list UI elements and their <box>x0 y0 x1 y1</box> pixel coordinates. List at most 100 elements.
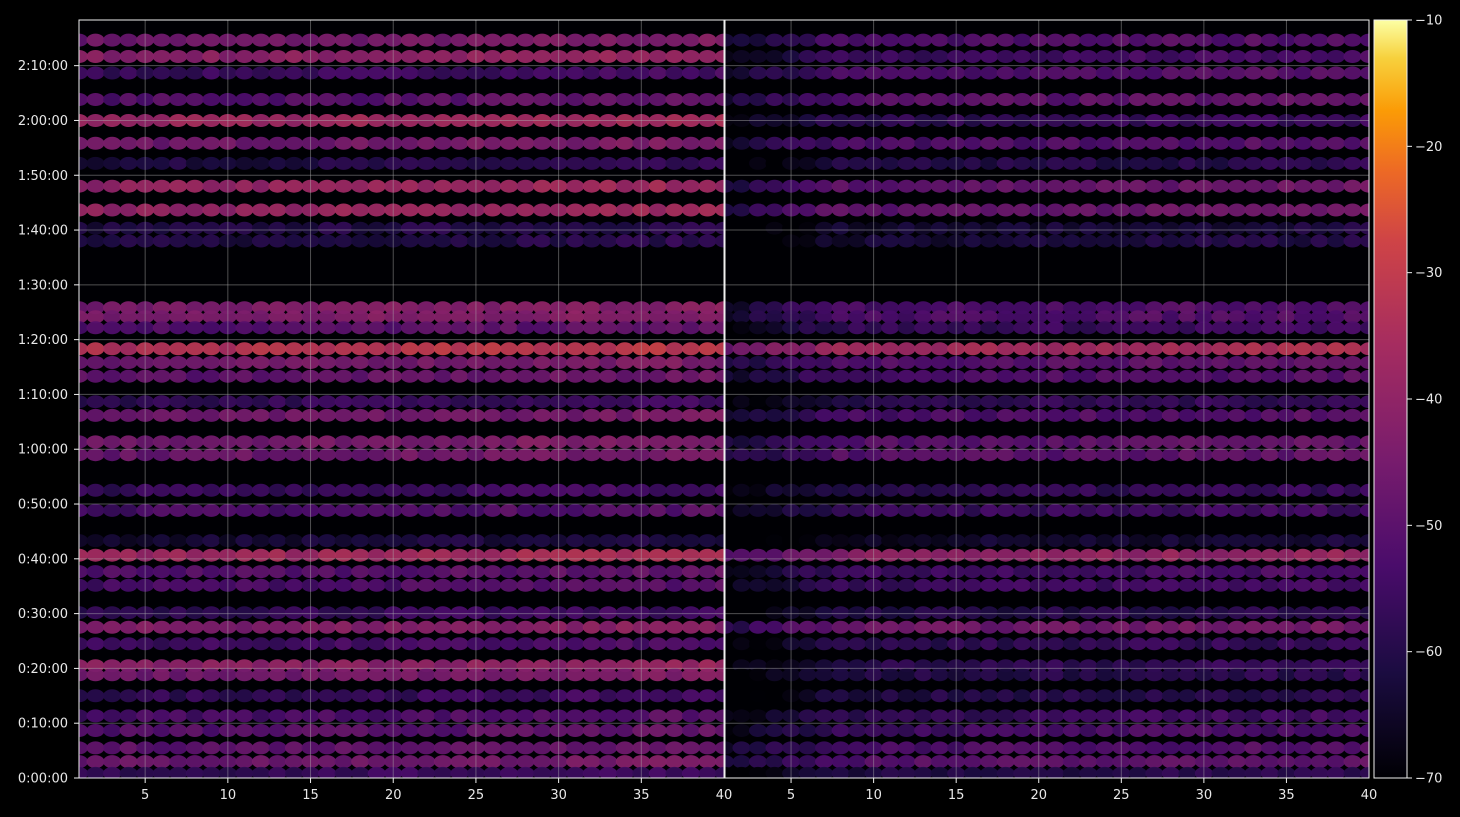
heatmap-cell <box>367 66 386 80</box>
heatmap-cell <box>516 408 535 422</box>
heatmap-cell <box>549 395 568 409</box>
heatmap-cell <box>334 33 353 47</box>
heatmap-cell <box>500 435 518 449</box>
heatmap-cell <box>516 766 535 778</box>
heatmap-cell <box>1112 50 1131 63</box>
heatmap-cell <box>119 156 138 170</box>
heatmap-cell <box>996 114 1015 127</box>
heatmap-cell <box>433 369 452 383</box>
heatmap-cell <box>725 766 734 778</box>
left-panel-cells <box>79 33 724 778</box>
heatmap-cell <box>681 221 700 235</box>
heatmap-cell <box>251 50 270 63</box>
heatmap-cell <box>533 356 552 369</box>
heatmap-cell <box>681 741 700 755</box>
heatmap-cell <box>632 709 651 723</box>
heatmap-cell <box>86 221 105 235</box>
heatmap-cell <box>831 709 850 723</box>
heatmap-cell <box>384 755 403 769</box>
heatmap-cell <box>318 741 337 755</box>
heatmap-cell <box>1360 93 1369 106</box>
heatmap-cell <box>1260 659 1279 673</box>
heatmap-cell <box>1277 620 1296 634</box>
heatmap-cell <box>400 620 419 634</box>
heatmap-cell <box>1194 321 1213 335</box>
heatmap-cell <box>864 435 883 449</box>
heatmap-cell <box>831 136 850 150</box>
y-tick-label: 1:50:00 <box>18 169 68 184</box>
heatmap-cell <box>963 342 982 356</box>
heatmap-cell <box>516 709 535 723</box>
heatmap-cell <box>79 114 88 127</box>
heatmap-cell <box>930 369 949 383</box>
heatmap-cell <box>549 766 568 778</box>
heatmap-cell <box>566 709 585 723</box>
heatmap-cell <box>765 483 784 497</box>
heatmap-cell <box>1360 369 1369 383</box>
heatmap-cell <box>947 548 966 562</box>
heatmap-cell <box>996 301 1015 315</box>
heatmap-cell <box>815 606 834 620</box>
heatmap-cell <box>798 435 817 449</box>
heatmap-cell <box>433 637 452 651</box>
heatmap-cell <box>433 709 452 723</box>
heatmap-cell <box>450 668 469 682</box>
heatmap-cell <box>351 435 370 449</box>
heatmap-cell <box>963 234 982 248</box>
heatmap-cell <box>433 156 452 170</box>
heatmap-cell <box>218 356 237 369</box>
heatmap-cell <box>566 369 585 383</box>
heatmap-cell <box>1310 114 1329 127</box>
heatmap-cell <box>334 93 353 106</box>
heatmap-cell <box>698 709 717 723</box>
heatmap-cell <box>1360 136 1369 150</box>
heatmap-cell <box>318 156 337 170</box>
heatmap-cell <box>632 503 651 517</box>
heatmap-cell <box>698 668 717 682</box>
heatmap-cell <box>963 321 982 335</box>
heatmap-cell <box>665 136 684 150</box>
heatmap-cell <box>202 548 221 562</box>
heatmap-cell <box>1013 33 1032 47</box>
heatmap-cell <box>1029 234 1048 248</box>
heatmap-cell <box>566 356 585 369</box>
left-panel-background <box>79 20 724 778</box>
heatmap-cell <box>1211 565 1230 579</box>
heatmap-cell <box>1112 33 1131 47</box>
heatmap-cell <box>400 668 419 682</box>
heatmap-cell <box>1360 342 1369 356</box>
heatmap-cell <box>881 483 900 497</box>
heatmap-cell <box>1079 203 1098 217</box>
heatmap-cell <box>1194 620 1213 634</box>
heatmap-cell <box>533 33 552 47</box>
heatmap-cell <box>136 724 155 737</box>
heatmap-cell <box>1227 659 1246 673</box>
heatmap-cell <box>152 448 171 462</box>
heatmap-cell <box>1343 565 1362 579</box>
heatmap-cell <box>1211 606 1230 620</box>
heatmap-cell <box>947 342 966 356</box>
heatmap-cell <box>1310 221 1329 235</box>
heatmap-cell <box>732 548 751 562</box>
heatmap-cell <box>1194 33 1213 47</box>
heatmap-cell <box>815 179 834 193</box>
heatmap-cell <box>169 33 188 47</box>
heatmap-cell <box>1079 534 1098 548</box>
heatmap-cell <box>285 659 303 673</box>
heatmap-cell <box>947 310 966 324</box>
heatmap-cell <box>1327 156 1345 170</box>
heatmap-cell <box>1277 179 1296 193</box>
heatmap-cell <box>1293 356 1312 369</box>
heatmap-cell <box>483 93 502 106</box>
colorbar-tick-label: −10 <box>1415 14 1442 29</box>
heatmap-cell <box>466 33 485 47</box>
heatmap-cell <box>715 483 724 497</box>
heatmap-cell <box>831 50 850 63</box>
heatmap-cell <box>384 234 403 248</box>
heatmap-cell <box>864 578 883 592</box>
heatmap-cell <box>367 534 386 548</box>
heatmap-cell <box>681 179 700 193</box>
heatmap-cell <box>980 689 999 703</box>
heatmap-cell <box>1095 709 1114 723</box>
heatmap-cell <box>533 483 552 497</box>
